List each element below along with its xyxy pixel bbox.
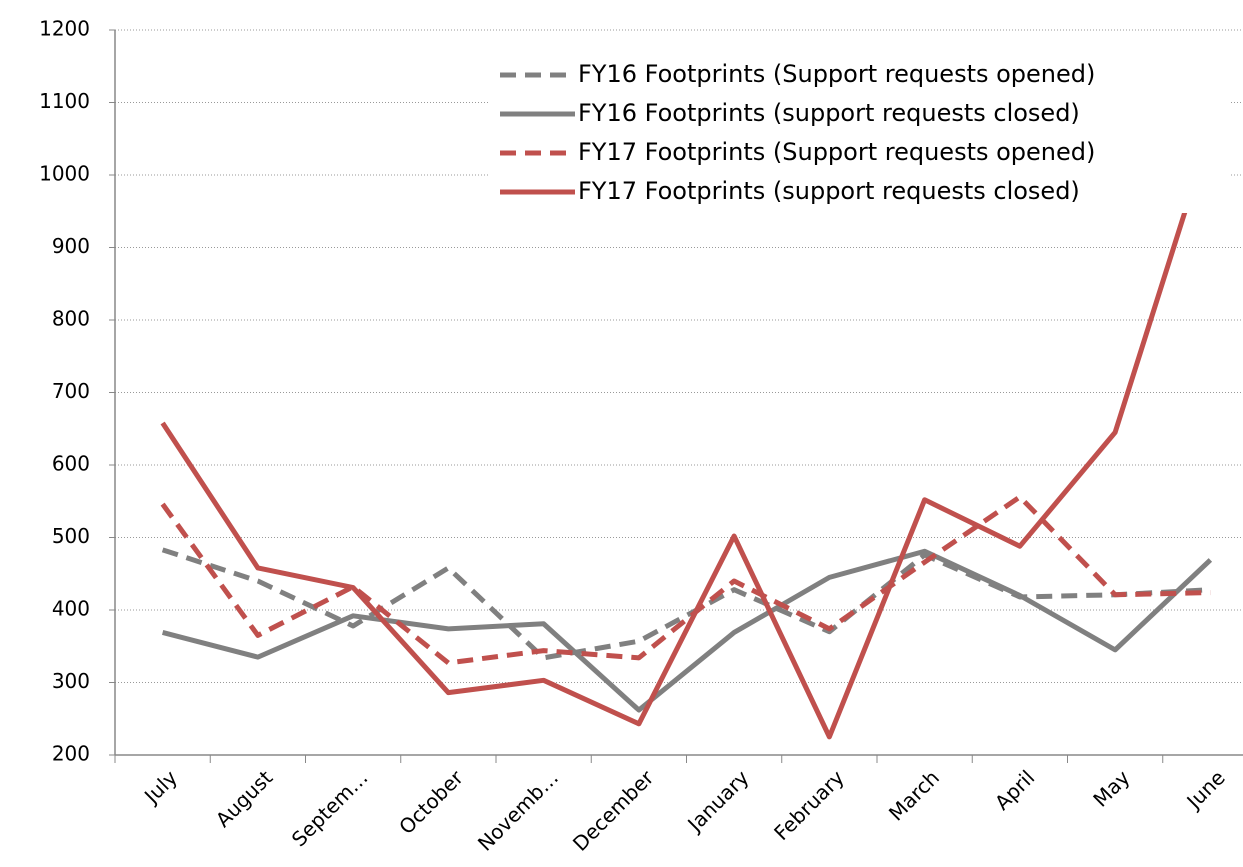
y-tick-label: 700 [52,379,90,403]
x-tick-label: December [568,765,659,856]
y-tick-label: 500 [52,524,90,548]
series-line [161,548,1213,713]
x-tick-label: October [394,765,468,839]
y-tick-label: 400 [52,597,90,621]
series-line [160,130,1213,740]
y-tick-label: 800 [52,307,90,331]
y-tick-label: 1000 [39,162,90,186]
x-tick-label: April [990,765,1039,814]
x-tick-label: January [682,765,754,837]
x-tick-label: May [1088,765,1134,811]
y-tick-label: 900 [52,234,90,258]
y-tick-label: 600 [52,452,90,476]
legend-label: FY16 Footprints (Support requests opened… [578,60,1095,88]
series-line [160,494,1211,666]
x-tick-label: July [138,765,182,809]
legend-label: FY16 Footprints (support requests closed… [578,99,1080,127]
x-tick-label: June [1181,765,1230,814]
legend-bg [490,53,1230,213]
x-tick-label: March [884,765,944,825]
y-tick-label: 300 [52,669,90,693]
x-tick-label: August [211,765,278,832]
y-tick-label: 1200 [39,17,90,41]
x-tick-label: Septem… [287,765,373,851]
series-line [161,547,1211,661]
legend-label: FY17 Footprints (support requests closed… [578,177,1080,205]
x-tick-label: Novemb… [473,765,563,855]
legend-label: FY17 Footprints (Support requests opened… [578,138,1095,166]
y-tick-label: 200 [52,742,90,766]
y-tick-label: 1100 [39,89,90,113]
x-tick-label: February [769,765,849,845]
